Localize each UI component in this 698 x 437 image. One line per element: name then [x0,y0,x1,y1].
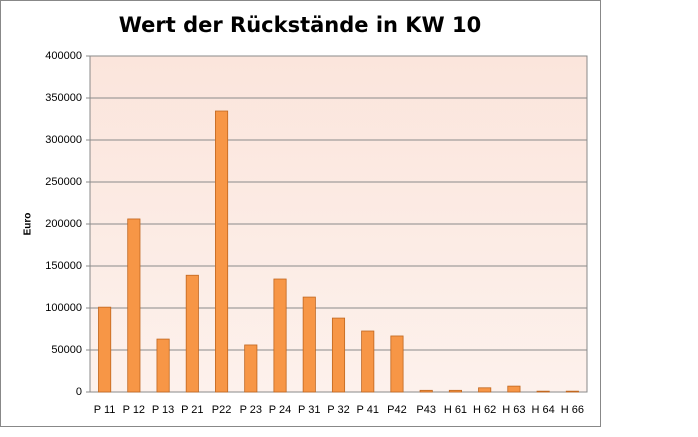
bar [302,296,316,393]
y-axis-label: Euro [23,213,34,236]
y-tick-label: 200000 [45,218,82,230]
x-tick-label: P42 [387,404,407,416]
x-tick-label: P 11 [94,404,116,416]
bar [478,387,492,393]
x-tick-label: H 62 [473,404,496,416]
y-tick-label: 100000 [45,302,82,314]
bar [507,385,521,393]
bar [244,344,258,393]
bar [127,218,141,393]
bar [185,274,199,393]
x-tick-label: H 66 [561,404,584,416]
x-tick-label: H 61 [444,404,467,416]
x-tick-label: P 12 [123,404,145,416]
x-tick-label: P22 [212,404,232,416]
x-tick-label: P 13 [152,404,174,416]
y-tick-label: 400000 [45,50,82,62]
y-tick-label: 150000 [45,260,82,272]
x-tick-label: P 32 [327,404,349,416]
chart-title: Wert der Rückstände in KW 10 [119,13,482,37]
x-tick-label: P 24 [269,404,291,416]
bar [390,335,404,393]
bar [361,330,375,393]
x-tick-label: H 64 [532,404,555,416]
bar [215,110,229,393]
x-tick-label: P 41 [357,404,379,416]
bar [273,278,287,393]
bar [331,317,346,393]
y-tick-label: 0 [76,386,82,398]
x-tick-label: P43 [416,404,436,416]
bar [419,389,433,393]
x-tick-label: P 21 [181,404,203,416]
bar [448,389,462,393]
x-tick-label: P 23 [240,404,262,416]
bar [565,390,579,393]
y-tick-label: 300000 [45,134,82,146]
x-tick-label: P 31 [298,404,320,416]
y-tick-label: 350000 [45,92,82,104]
bar [98,306,112,393]
bar [156,338,170,393]
bar [536,390,550,393]
x-tick-label: H 63 [502,404,525,416]
y-tick-label: 250000 [45,176,82,188]
y-tick-label: 50000 [51,344,82,356]
